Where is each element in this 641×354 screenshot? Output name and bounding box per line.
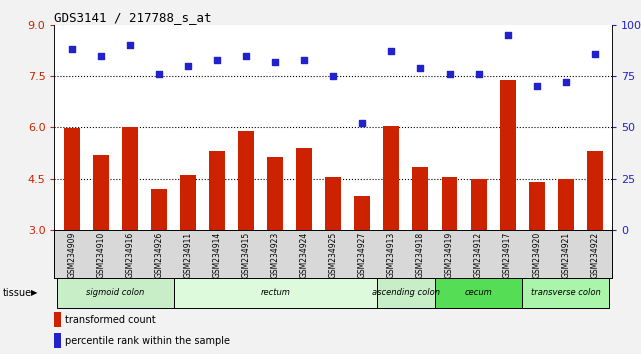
Text: percentile rank within the sample: percentile rank within the sample bbox=[65, 336, 229, 346]
Bar bbox=[267, 156, 283, 230]
Point bbox=[328, 73, 338, 79]
Text: transformed count: transformed count bbox=[65, 315, 155, 325]
Bar bbox=[93, 155, 109, 230]
Point bbox=[67, 47, 77, 52]
Point bbox=[531, 84, 542, 89]
Bar bbox=[470, 179, 487, 230]
Bar bbox=[499, 80, 515, 230]
Bar bbox=[442, 177, 458, 230]
Point bbox=[183, 63, 193, 69]
Text: GSM234915: GSM234915 bbox=[242, 232, 251, 278]
Point bbox=[387, 48, 397, 54]
Text: GSM234921: GSM234921 bbox=[561, 232, 570, 278]
Point bbox=[590, 51, 600, 56]
Text: GDS3141 / 217788_s_at: GDS3141 / 217788_s_at bbox=[54, 11, 212, 24]
Point bbox=[212, 57, 222, 63]
Bar bbox=[238, 131, 254, 230]
Point bbox=[503, 32, 513, 38]
Bar bbox=[377, 278, 435, 308]
Text: ascending colon: ascending colon bbox=[372, 289, 440, 297]
Bar bbox=[383, 126, 399, 230]
Bar bbox=[435, 278, 522, 308]
Point bbox=[357, 120, 367, 126]
Text: GSM234922: GSM234922 bbox=[590, 232, 599, 278]
Bar bbox=[412, 167, 428, 230]
Text: GSM234916: GSM234916 bbox=[126, 232, 135, 278]
Text: GSM234909: GSM234909 bbox=[67, 232, 76, 278]
Text: GSM234918: GSM234918 bbox=[416, 232, 425, 278]
Text: sigmoid colon: sigmoid colon bbox=[87, 289, 145, 297]
Bar bbox=[326, 177, 341, 230]
Bar bbox=[587, 152, 603, 230]
Bar bbox=[54, 312, 61, 327]
Text: GSM234926: GSM234926 bbox=[154, 232, 163, 278]
Bar bbox=[529, 182, 545, 230]
Bar bbox=[354, 196, 370, 230]
Text: transverse colon: transverse colon bbox=[531, 289, 601, 297]
Bar bbox=[122, 127, 138, 230]
Text: cecum: cecum bbox=[465, 289, 492, 297]
Text: GSM234912: GSM234912 bbox=[474, 232, 483, 278]
Text: GSM234925: GSM234925 bbox=[329, 232, 338, 278]
Point bbox=[241, 53, 251, 58]
Text: rectum: rectum bbox=[260, 289, 290, 297]
Text: GSM234910: GSM234910 bbox=[96, 232, 106, 278]
Bar bbox=[558, 179, 574, 230]
Text: GSM234919: GSM234919 bbox=[445, 232, 454, 278]
Point bbox=[270, 59, 280, 64]
Text: GSM234924: GSM234924 bbox=[300, 232, 309, 278]
Text: ▶: ▶ bbox=[31, 289, 37, 297]
Point bbox=[299, 57, 310, 63]
Text: tissue: tissue bbox=[3, 288, 32, 298]
Point bbox=[154, 71, 164, 77]
Bar bbox=[522, 278, 609, 308]
Bar bbox=[54, 333, 61, 348]
Point bbox=[474, 71, 484, 77]
Text: GSM234914: GSM234914 bbox=[213, 232, 222, 278]
Text: GSM234920: GSM234920 bbox=[532, 232, 541, 278]
Text: GSM234911: GSM234911 bbox=[183, 232, 192, 278]
Point bbox=[125, 42, 135, 48]
Bar bbox=[209, 152, 225, 230]
Point bbox=[561, 79, 571, 85]
Text: GSM234923: GSM234923 bbox=[271, 232, 279, 278]
Bar bbox=[58, 278, 174, 308]
Text: GSM234917: GSM234917 bbox=[503, 232, 512, 278]
Point bbox=[415, 65, 426, 71]
Bar bbox=[180, 175, 196, 230]
Point bbox=[444, 71, 454, 77]
Bar bbox=[174, 278, 377, 308]
Point bbox=[96, 53, 106, 58]
Text: GSM234927: GSM234927 bbox=[358, 232, 367, 278]
Text: GSM234913: GSM234913 bbox=[387, 232, 396, 278]
Bar bbox=[64, 128, 80, 230]
Bar bbox=[296, 148, 312, 230]
Bar bbox=[151, 189, 167, 230]
